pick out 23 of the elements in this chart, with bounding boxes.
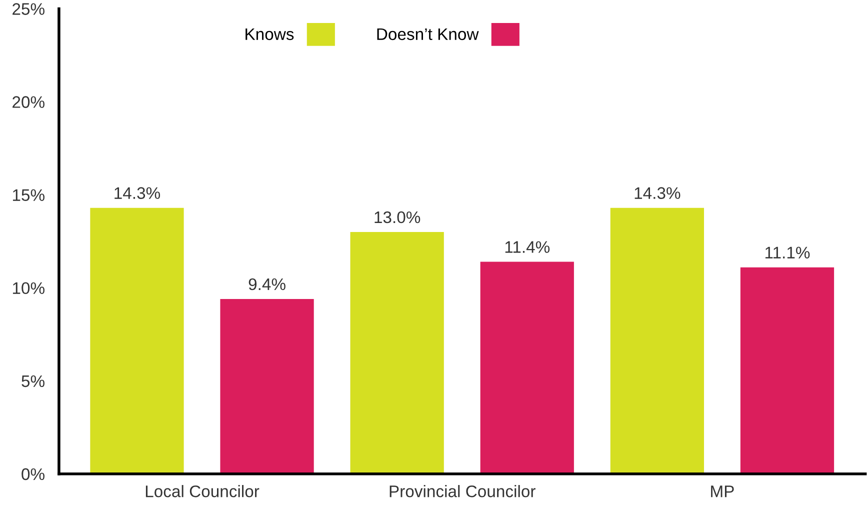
text: 11.4% — [505, 241, 550, 253]
bar — [350, 232, 444, 474]
y-tick-label: 0% — [22, 468, 44, 480]
bar — [610, 208, 704, 474]
bar — [220, 299, 314, 474]
x-tick-label: MP — [711, 486, 734, 498]
bar — [740, 267, 834, 474]
legend-label: Knows — [246, 28, 294, 40]
y-tick-label: 10% — [12, 282, 44, 294]
y-tick-label: 20% — [12, 96, 44, 108]
y-tick-label: 5% — [22, 375, 44, 388]
bar — [90, 208, 184, 474]
text: 13.0% — [374, 211, 420, 224]
text: 9.4% — [248, 278, 286, 290]
text: 11.1% — [765, 246, 810, 258]
legend-label: Doesn’t Know — [377, 28, 479, 40]
text: 14.3% — [114, 187, 160, 199]
y-tick-label: 25% — [12, 3, 44, 15]
x-tick-label: Local Councilor — [146, 485, 260, 498]
x-tick-label: Provincial Councilor — [390, 485, 536, 498]
y-tick-label: 15% — [12, 189, 44, 202]
text: 14.3% — [634, 187, 680, 199]
bar — [480, 262, 574, 474]
